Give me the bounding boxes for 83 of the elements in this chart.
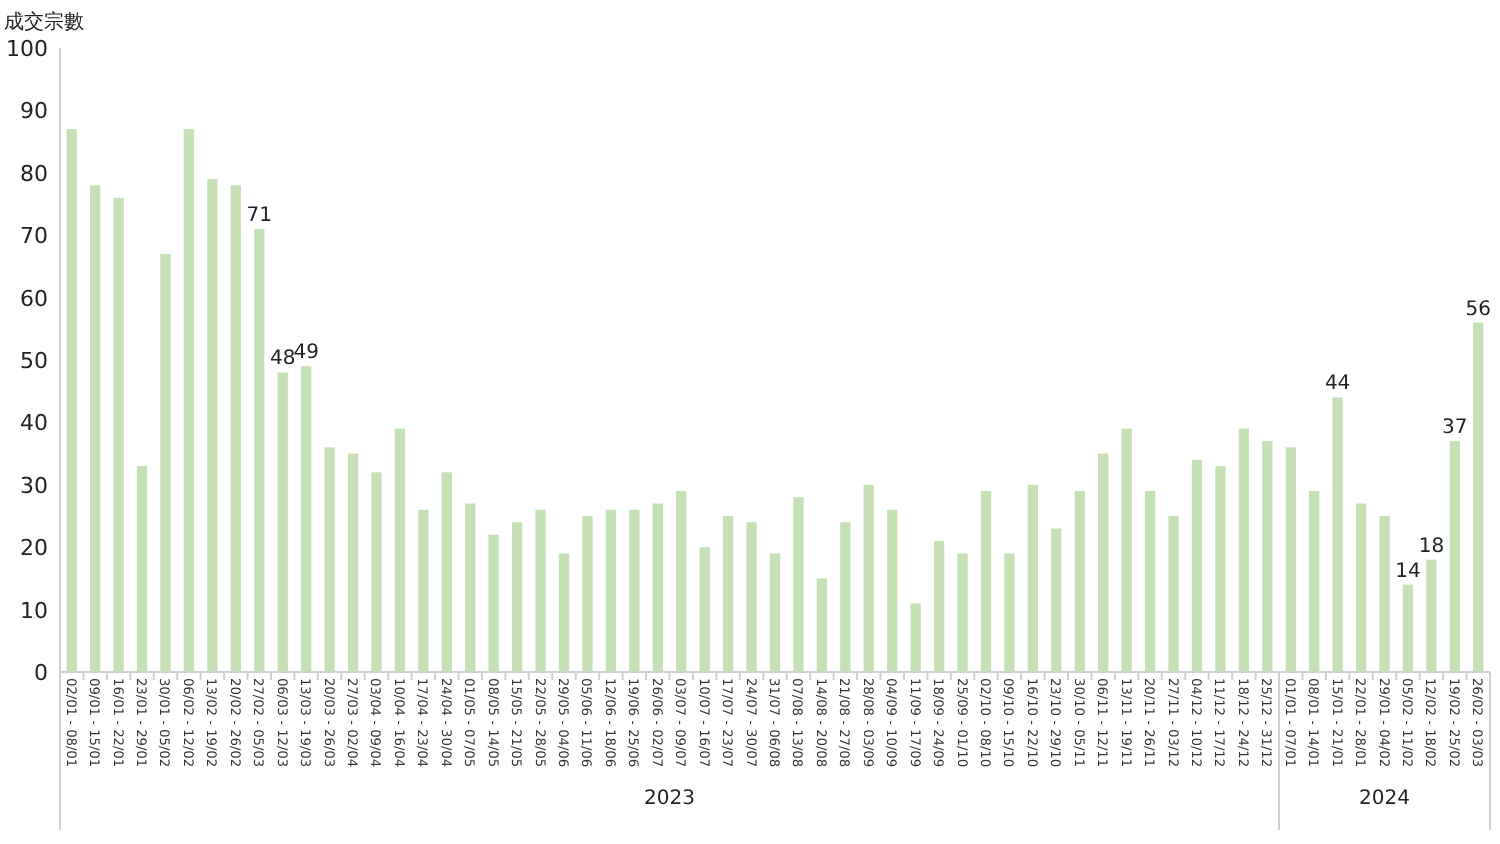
bar xyxy=(1379,516,1390,672)
bar xyxy=(1473,322,1484,672)
bar xyxy=(1027,484,1039,672)
bar xyxy=(769,553,781,672)
bar xyxy=(1121,428,1132,672)
bar xyxy=(793,497,804,672)
bar xyxy=(511,522,523,672)
bar xyxy=(1238,428,1250,672)
bar xyxy=(1004,553,1015,672)
bar xyxy=(1098,453,1109,672)
bar xyxy=(722,516,734,672)
y-tick-label: 10 xyxy=(20,597,48,624)
bar xyxy=(582,516,593,672)
bar xyxy=(957,553,968,672)
bar xyxy=(1426,559,1437,672)
bar xyxy=(324,447,335,672)
bar xyxy=(1074,491,1085,672)
bar xyxy=(1402,584,1414,672)
bar xyxy=(1285,447,1296,672)
bar xyxy=(558,553,570,672)
text: 2024 xyxy=(1359,788,1410,810)
bar xyxy=(1332,397,1343,672)
bar xyxy=(980,491,992,672)
bar xyxy=(746,522,757,672)
y-tick-label: 80 xyxy=(20,160,48,187)
bar xyxy=(816,578,828,672)
data-label: 71 xyxy=(246,204,272,227)
bar xyxy=(277,372,288,672)
text: 2023 xyxy=(644,788,695,810)
bar xyxy=(1449,441,1460,672)
bar xyxy=(1144,491,1156,672)
bar xyxy=(113,197,124,672)
bar xyxy=(90,185,101,672)
bar xyxy=(183,129,195,672)
bar xyxy=(1168,516,1179,672)
bar xyxy=(887,509,898,672)
bar xyxy=(1215,466,1226,672)
bar xyxy=(910,603,921,672)
data-label: 37 xyxy=(1442,417,1468,440)
data-label: 44 xyxy=(1324,373,1351,396)
y-axis-title: 成交宗數 xyxy=(4,10,84,34)
data-label: 18 xyxy=(1418,535,1445,558)
bar xyxy=(1051,528,1062,672)
data-label: 48 xyxy=(269,348,296,371)
bar xyxy=(605,509,617,672)
bar xyxy=(66,129,77,672)
y-tick-label: 60 xyxy=(20,285,48,312)
bar xyxy=(1262,441,1273,672)
bar xyxy=(699,547,710,672)
y-tick-label: 100 xyxy=(6,36,48,62)
bar xyxy=(300,366,312,672)
bar xyxy=(676,491,687,672)
y-tick-label: 70 xyxy=(20,223,48,250)
bar xyxy=(371,472,382,672)
bar xyxy=(840,522,851,672)
bar xyxy=(863,484,874,672)
bar xyxy=(652,503,663,672)
bar xyxy=(160,253,171,672)
bar xyxy=(1309,491,1320,672)
bar xyxy=(535,509,546,672)
bar xyxy=(347,453,359,672)
bar xyxy=(418,509,429,672)
y-tick-label: 30 xyxy=(20,472,48,499)
bar xyxy=(207,179,218,672)
y-tick-label: 50 xyxy=(20,348,48,374)
y-tick-label: 90 xyxy=(20,98,48,125)
bar xyxy=(488,534,499,672)
y-tick-label: 40 xyxy=(20,410,48,437)
y-tick-label: 20 xyxy=(20,535,48,562)
data-label: 49 xyxy=(293,342,319,365)
data-label: 14 xyxy=(1395,560,1421,583)
bar xyxy=(629,509,640,672)
data-label: 56 xyxy=(1465,298,1492,321)
bar xyxy=(136,466,148,672)
bar xyxy=(1191,459,1203,672)
bar xyxy=(254,228,265,672)
bar xyxy=(441,472,452,672)
bar xyxy=(465,503,476,672)
bar xyxy=(1355,503,1367,672)
bar xyxy=(933,540,945,672)
y-tick-label: 0 xyxy=(34,660,48,686)
bar xyxy=(230,185,241,672)
bar xyxy=(394,428,406,672)
